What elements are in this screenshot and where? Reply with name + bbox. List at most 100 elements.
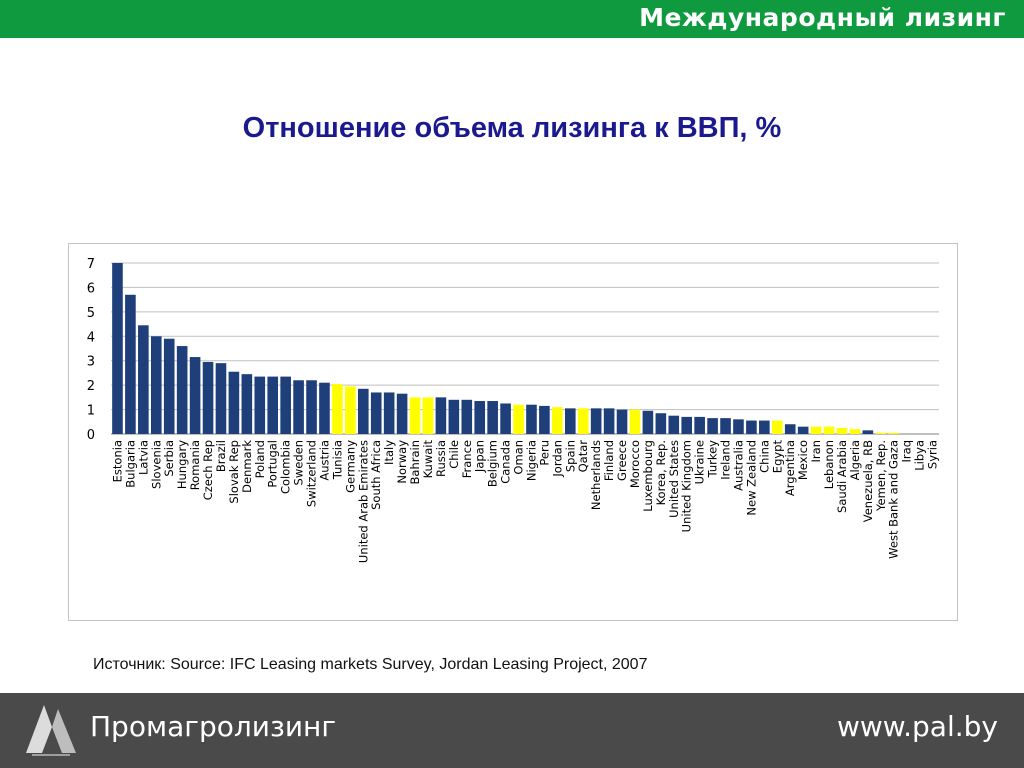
x-tick-label: Ireland xyxy=(719,440,733,480)
bar xyxy=(694,416,705,434)
bar xyxy=(823,426,835,434)
x-tick-label: Chile xyxy=(447,440,461,469)
x-tick-label: New Zealand xyxy=(744,440,758,516)
bar xyxy=(280,376,291,434)
bar xyxy=(888,432,900,434)
x-tick-label: Iraq xyxy=(900,440,914,462)
x-tick-label: Latvia xyxy=(136,440,150,475)
bar xyxy=(163,338,175,434)
x-tick-label: Australia xyxy=(731,440,745,491)
x-tick-label: Austria xyxy=(317,440,331,481)
x-tick-label: Sweden xyxy=(292,440,306,485)
x-tick-label: Hungary xyxy=(175,440,189,489)
x-tick-label: Estonia xyxy=(110,440,124,482)
x-tick-label: Tunisia xyxy=(330,440,344,480)
brand-title: Международный лизинг xyxy=(639,3,1006,32)
x-tick-label: Slovenia xyxy=(149,440,163,489)
x-tick-label: Nigeria xyxy=(524,440,538,481)
bar xyxy=(875,432,887,434)
x-tick-label: Kuwait xyxy=(421,440,435,479)
bar xyxy=(435,397,447,434)
bar xyxy=(422,397,434,434)
bar xyxy=(707,418,718,434)
x-tick-label: Belgium xyxy=(486,440,500,487)
bar xyxy=(539,405,550,434)
x-tick-label: Greece xyxy=(615,440,629,481)
bar xyxy=(500,403,511,434)
bar xyxy=(448,399,460,434)
x-tick-label: Algeria xyxy=(848,440,862,480)
x-tick-label: Spain xyxy=(563,440,577,472)
bar xyxy=(112,263,123,434)
chart-bars xyxy=(112,263,900,434)
y-tick-label: 1 xyxy=(87,404,95,419)
x-tick-label: Syria xyxy=(926,440,940,469)
bar xyxy=(396,393,408,434)
bar xyxy=(487,401,498,434)
x-tick-label: Venezuela, RB xyxy=(861,440,875,522)
bar xyxy=(746,420,757,434)
bar xyxy=(668,415,680,434)
x-tick-label: Serbia xyxy=(162,440,176,477)
bar xyxy=(345,386,356,434)
x-tick-label: Mexico xyxy=(796,440,810,480)
x-tick-label: Japan xyxy=(473,440,487,473)
x-tick-label: Oman xyxy=(512,440,526,475)
x-tick-label: Denmark xyxy=(240,440,254,493)
bar xyxy=(771,420,783,434)
source-note: Источник: Source: IFC Leasing markets Su… xyxy=(93,656,648,673)
x-tick-label: Saudi Arabia xyxy=(835,440,849,513)
bar xyxy=(733,419,744,434)
bar xyxy=(215,363,227,434)
x-tick-label: Argentina xyxy=(783,440,797,496)
x-tick-label: China xyxy=(757,440,771,473)
bar xyxy=(552,407,563,434)
x-tick-label: Ukraine xyxy=(693,440,707,484)
y-tick-label: 6 xyxy=(87,281,95,296)
bar xyxy=(306,380,317,434)
x-tick-label: Italy xyxy=(382,440,396,465)
x-tick-label: South Africa xyxy=(369,440,383,510)
x-tick-label: Switzerland xyxy=(305,440,319,507)
bar xyxy=(836,427,848,434)
bar xyxy=(189,357,201,434)
bar xyxy=(759,420,770,434)
bar xyxy=(616,409,628,434)
bar xyxy=(526,404,537,434)
bar xyxy=(629,409,641,434)
x-tick-label: Qatar xyxy=(576,440,590,473)
company-name: Промагролизинг xyxy=(90,710,337,743)
bar xyxy=(849,429,861,434)
x-tick-label: United States xyxy=(667,440,681,518)
x-tick-label: Turkey xyxy=(706,440,720,479)
bar xyxy=(681,416,693,434)
x-tick-label: Lebanon xyxy=(822,440,836,489)
bar xyxy=(383,392,395,434)
x-tick-label: Egypt xyxy=(770,440,784,474)
bar xyxy=(176,346,188,434)
bar xyxy=(228,371,240,434)
bar xyxy=(862,430,874,434)
bottom-banner: Промагролизинг www.pal.by xyxy=(0,693,1024,768)
x-tick-label: Korea, Rep. xyxy=(654,440,668,505)
bar xyxy=(357,388,369,434)
bar xyxy=(319,382,330,434)
bar xyxy=(138,325,149,434)
bar xyxy=(784,424,796,434)
company-logo-icon xyxy=(26,705,76,756)
bar xyxy=(642,410,654,434)
x-tick-label: Jordan xyxy=(550,440,564,478)
bar xyxy=(655,413,667,434)
bar xyxy=(810,426,822,434)
y-tick-label: 2 xyxy=(87,379,95,394)
bar xyxy=(720,418,731,434)
x-tick-label: Romania xyxy=(188,440,202,490)
bar xyxy=(293,380,304,434)
bar xyxy=(125,294,136,434)
x-axis-labels: EstoniaBulgariaLatviaSloveniaSerbiaHunga… xyxy=(110,440,939,564)
y-tick-label: 7 xyxy=(87,257,95,272)
x-tick-label: United Arab Emirates xyxy=(356,440,370,563)
x-tick-label: Netherlands xyxy=(589,440,603,510)
page-title: Отношение объема лизинга к ВВП, % xyxy=(242,112,782,144)
x-tick-label: Bulgaria xyxy=(123,440,137,488)
